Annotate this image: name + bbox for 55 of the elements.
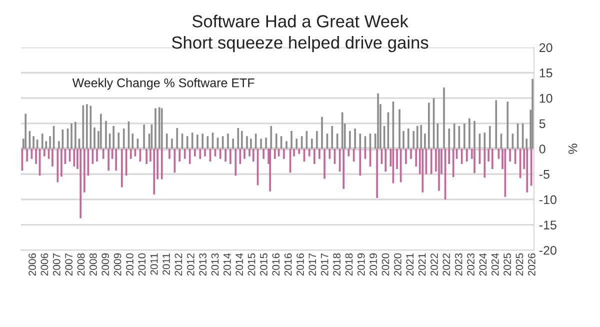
x-tick-label: 2010: [138, 253, 146, 276]
x-tick-label: 2020: [394, 253, 402, 276]
x-tick-label: 2015: [248, 253, 256, 276]
x-tick-label: 2018: [333, 253, 340, 276]
y-tick-label: -15: [539, 220, 556, 230]
x-tick-label: 2023: [467, 253, 474, 276]
x-tick-label: 2021: [418, 253, 426, 276]
y-tick-label: -5: [539, 170, 550, 179]
x-tick-label: 2025: [504, 253, 511, 276]
chart-subtitle: Short squeeze helped drive gains: [172, 36, 428, 52]
y-tick-label: -10: [539, 195, 556, 204]
x-tick-label: 2021: [406, 253, 414, 276]
x-tick-label: 2008: [89, 253, 97, 276]
x-tick-label: 2009: [114, 253, 122, 276]
x-tick-label: 2025: [516, 253, 524, 276]
x-tick-label: 2018: [345, 253, 353, 276]
x-tick-label: 2017: [308, 253, 316, 276]
y-tick-label: 20: [539, 43, 552, 52]
x-tick-label: 2016: [272, 253, 280, 276]
y-tick-label: 5: [539, 119, 546, 128]
y-tick-label: 0: [539, 144, 546, 154]
x-tick-label: 2024: [491, 253, 499, 276]
y-tick-label: 10: [540, 94, 552, 103]
x-tick-label: 2006: [40, 253, 48, 276]
y-axis-title: %: [568, 144, 578, 154]
x-tick-label: 2019: [370, 253, 377, 276]
x-tick-label: 2006: [28, 253, 36, 276]
x-tick-label: 2008: [77, 253, 85, 276]
y-tick-label: -20: [539, 246, 556, 255]
x-tick-label: 2013: [211, 253, 219, 276]
x-tick-label: 2013: [199, 253, 206, 276]
x-tick-label: 2014: [223, 253, 231, 276]
y-tick-label: 15: [540, 68, 552, 78]
x-tick-label: 2014: [236, 253, 244, 276]
x-tick-label: 2007: [65, 253, 73, 276]
x-tick-label: 2022: [442, 253, 450, 276]
x-tick-label: 2009: [102, 253, 110, 276]
x-tick-label: 2024: [479, 253, 487, 276]
x-tick-label: 2020: [382, 253, 390, 276]
x-tick-label: 2023: [454, 253, 462, 276]
x-tick-label: 2007: [52, 253, 60, 276]
x-tick-label: 2016: [296, 253, 304, 276]
x-tick-label: 2011: [162, 253, 170, 275]
x-tick-label: 2012: [174, 253, 182, 276]
x-tick-label: 2015: [260, 253, 268, 276]
x-tick-label: 2026: [528, 253, 536, 276]
x-tick-label: 2019: [357, 253, 365, 276]
x-tick-label: 2017: [320, 253, 328, 276]
chart-title: Software Had a Great Week: [192, 14, 408, 28]
x-tick-label: 2011: [150, 253, 158, 275]
x-tick-label: 2010: [126, 253, 134, 276]
x-tick-label: 2016: [284, 253, 292, 276]
x-tick-label: 2012: [186, 253, 194, 276]
annotation: Weekly Change % Software ETF: [72, 78, 254, 90]
x-tick-label: 2022: [430, 253, 438, 276]
